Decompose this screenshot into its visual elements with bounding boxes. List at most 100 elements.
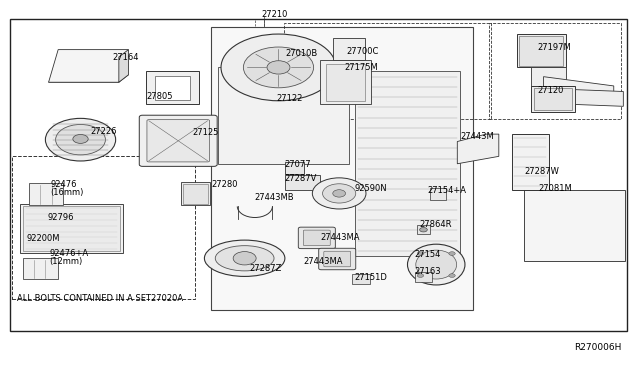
Circle shape: [243, 47, 314, 88]
Circle shape: [312, 178, 366, 209]
Circle shape: [221, 34, 336, 101]
Bar: [511, 134, 548, 190]
Polygon shape: [543, 77, 614, 101]
Text: 27125: 27125: [192, 128, 219, 137]
Text: 27081M: 27081M: [538, 184, 572, 193]
Bar: [534, 88, 572, 110]
Bar: [355, 71, 461, 256]
Bar: [417, 225, 430, 234]
Bar: [284, 23, 491, 119]
FancyBboxPatch shape: [147, 120, 209, 162]
Ellipse shape: [204, 240, 285, 276]
Text: 27443M: 27443M: [461, 132, 494, 141]
Polygon shape: [575, 90, 623, 106]
Bar: [285, 175, 320, 190]
FancyBboxPatch shape: [140, 115, 217, 166]
Text: R270006H: R270006H: [574, 343, 621, 352]
Text: 27280: 27280: [211, 180, 238, 189]
Circle shape: [420, 228, 428, 232]
Circle shape: [267, 61, 290, 74]
Text: 92796: 92796: [47, 213, 74, 222]
Bar: [211, 27, 473, 310]
Bar: [180, 182, 210, 205]
Ellipse shape: [408, 244, 465, 285]
Text: 92590N: 92590N: [355, 185, 387, 193]
FancyBboxPatch shape: [319, 248, 356, 270]
Bar: [430, 188, 447, 200]
Bar: [320, 60, 371, 105]
Text: 27120: 27120: [537, 86, 563, 95]
Polygon shape: [531, 67, 566, 86]
Text: 27163: 27163: [415, 267, 441, 276]
Bar: [352, 274, 370, 284]
Bar: [147, 71, 198, 105]
Bar: [183, 184, 207, 204]
Ellipse shape: [56, 125, 106, 155]
Text: 27077: 27077: [284, 160, 311, 169]
Text: 27443MA: 27443MA: [320, 232, 360, 242]
Ellipse shape: [215, 246, 274, 271]
Text: 27210: 27210: [261, 10, 287, 19]
Circle shape: [333, 190, 346, 197]
Bar: [519, 36, 563, 66]
Circle shape: [417, 252, 424, 256]
Text: 27197M: 27197M: [537, 43, 571, 52]
Bar: [29, 183, 63, 205]
Text: ALL BOLTS CONTAINED IN A SET27020A: ALL BOLTS CONTAINED IN A SET27020A: [17, 294, 183, 303]
Text: 92200M: 92200M: [26, 234, 60, 243]
Text: 27700C: 27700C: [347, 47, 379, 56]
Bar: [285, 162, 304, 174]
Bar: [42, 213, 63, 224]
Bar: [250, 78, 279, 105]
Polygon shape: [49, 75, 129, 82]
Circle shape: [449, 274, 455, 278]
Bar: [524, 190, 625, 261]
Bar: [333, 38, 365, 60]
Circle shape: [323, 184, 356, 203]
Text: 27287Z: 27287Z: [250, 264, 282, 273]
Text: 27287V: 27287V: [284, 174, 317, 183]
FancyBboxPatch shape: [324, 251, 351, 267]
Polygon shape: [119, 49, 129, 82]
Text: 27805: 27805: [147, 92, 173, 101]
Text: (12mm): (12mm): [49, 257, 83, 266]
Bar: [23, 258, 58, 279]
Bar: [12, 155, 195, 299]
Text: 92476+A: 92476+A: [49, 249, 88, 258]
FancyBboxPatch shape: [303, 230, 330, 246]
Ellipse shape: [416, 250, 457, 279]
Polygon shape: [285, 49, 314, 71]
Circle shape: [417, 274, 424, 278]
Text: 27226: 27226: [90, 127, 116, 137]
Text: 27122: 27122: [276, 94, 303, 103]
Bar: [489, 23, 621, 119]
Bar: [326, 64, 365, 101]
Text: 27287W: 27287W: [524, 167, 559, 176]
Bar: [20, 204, 124, 253]
Text: 27443MA: 27443MA: [303, 257, 343, 266]
Circle shape: [449, 252, 455, 256]
Text: 27175M: 27175M: [344, 63, 378, 72]
Polygon shape: [458, 134, 499, 164]
Bar: [23, 206, 120, 251]
Text: (16mm): (16mm): [51, 188, 84, 197]
Circle shape: [73, 135, 88, 143]
Text: 27154+A: 27154+A: [428, 186, 467, 195]
Bar: [218, 67, 349, 164]
Text: 27443MB: 27443MB: [255, 193, 294, 202]
Text: 27164: 27164: [113, 53, 139, 62]
Bar: [10, 19, 627, 331]
Polygon shape: [285, 46, 314, 49]
FancyBboxPatch shape: [298, 227, 335, 248]
Bar: [156, 76, 189, 100]
Text: 27154: 27154: [415, 250, 441, 259]
Text: 27151D: 27151D: [355, 273, 387, 282]
Bar: [531, 86, 575, 112]
Circle shape: [233, 251, 256, 265]
Text: 92476: 92476: [51, 180, 77, 189]
Bar: [415, 272, 433, 282]
Text: 27010B: 27010B: [285, 49, 318, 58]
Text: 27864R: 27864R: [419, 220, 451, 229]
Ellipse shape: [45, 118, 116, 161]
Bar: [516, 34, 566, 67]
